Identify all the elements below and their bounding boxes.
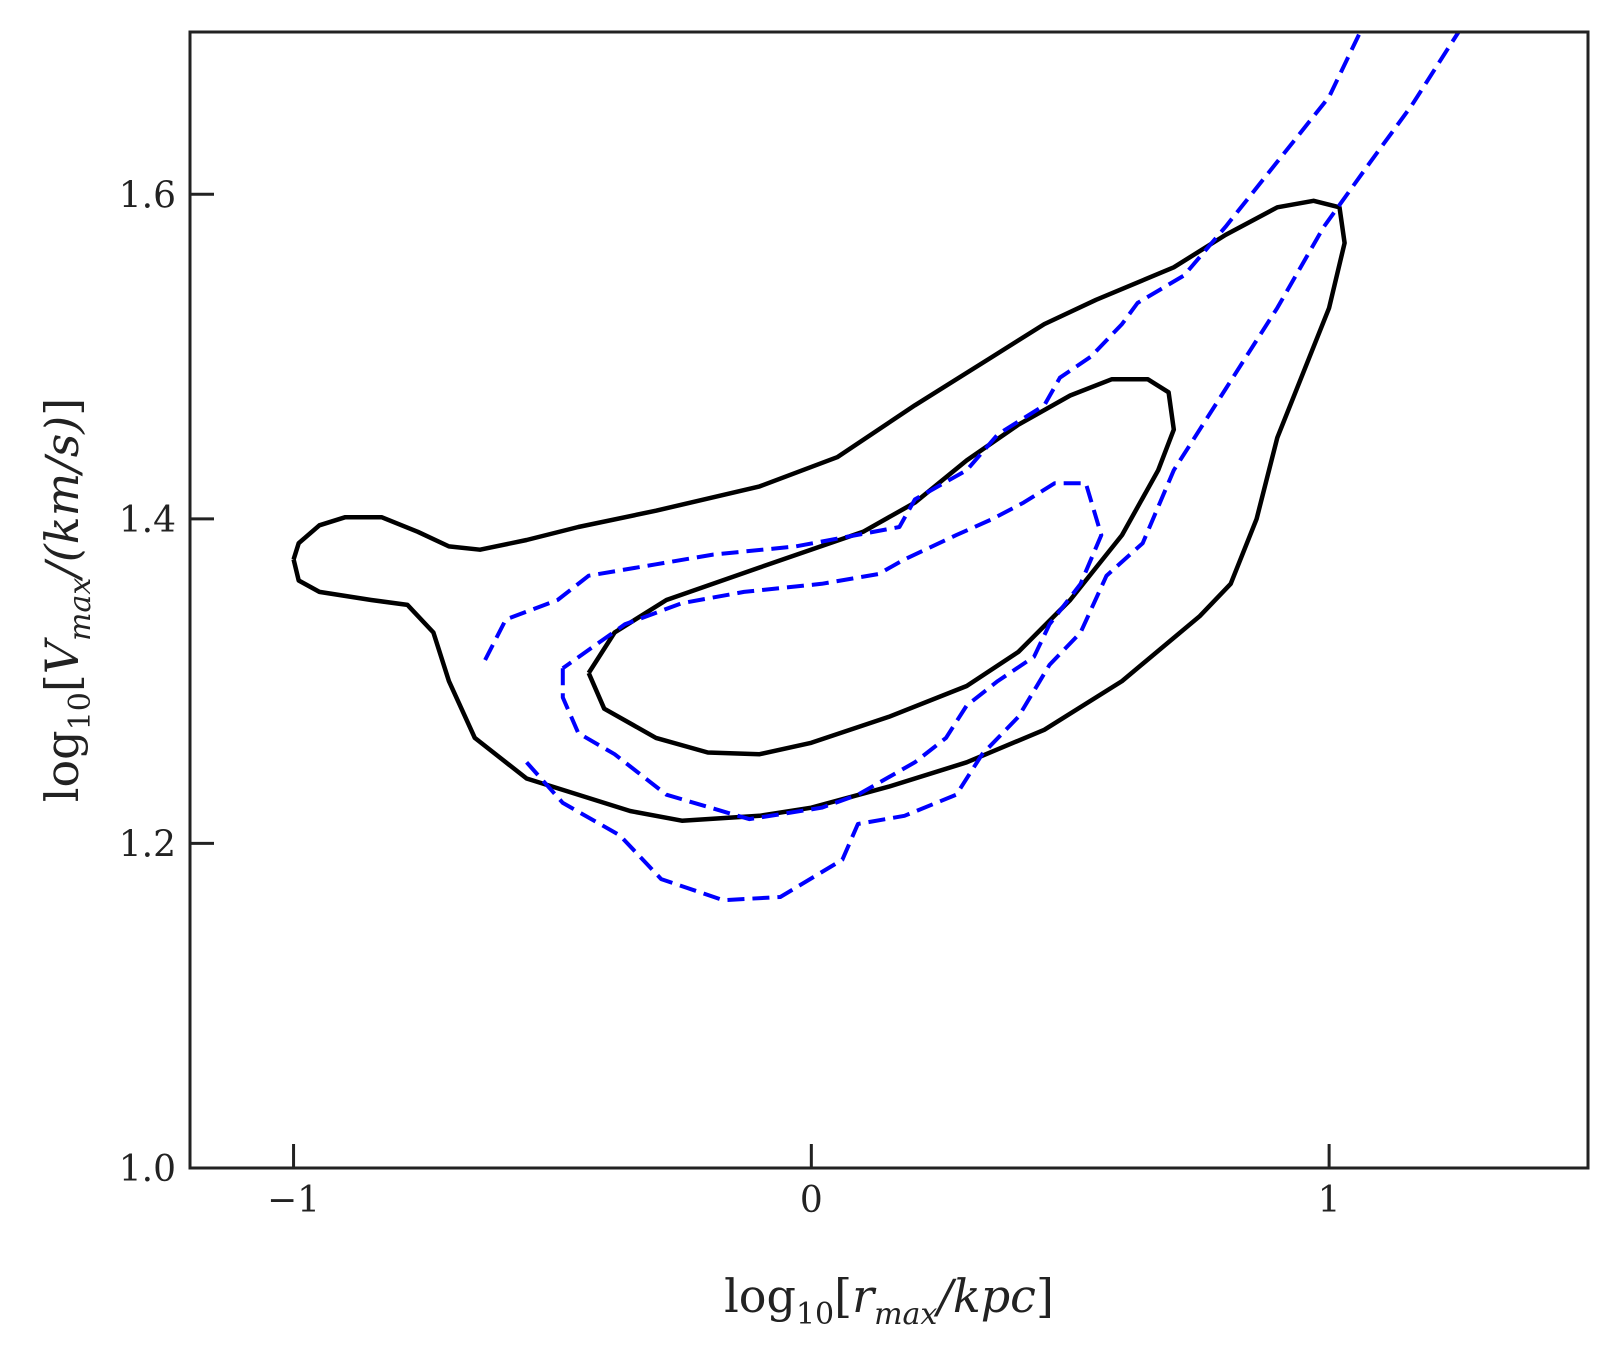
y-tick-label: 1.0	[119, 1149, 176, 1190]
y-tick-label: 1.2	[119, 824, 176, 865]
y-tick-label: 1.6	[119, 175, 176, 216]
x-tick-label: 1	[1318, 1180, 1341, 1221]
y-tick-label: 1.4	[119, 500, 176, 541]
solid-contour-2	[586, 377, 1177, 757]
dashed-contour-2	[525, 30, 1461, 903]
dashed-contour-1	[483, 31, 1363, 661]
x-tick-label: −1	[267, 1180, 320, 1221]
solid-contour-1	[291, 198, 1347, 823]
axis-ticks: −1 0 1 1.0 1.2 1.4 1.6	[119, 175, 1341, 1221]
y-axis-label: log10[Vmax/(km/s)]	[35, 398, 98, 802]
dashed-contour-3	[560, 481, 1104, 822]
plot-frame	[188, 30, 1590, 1170]
x-tick-label: 0	[800, 1180, 823, 1221]
x-axis-label: log10[rmax/kpc]	[724, 1269, 1054, 1332]
contour-lines	[291, 30, 1461, 903]
